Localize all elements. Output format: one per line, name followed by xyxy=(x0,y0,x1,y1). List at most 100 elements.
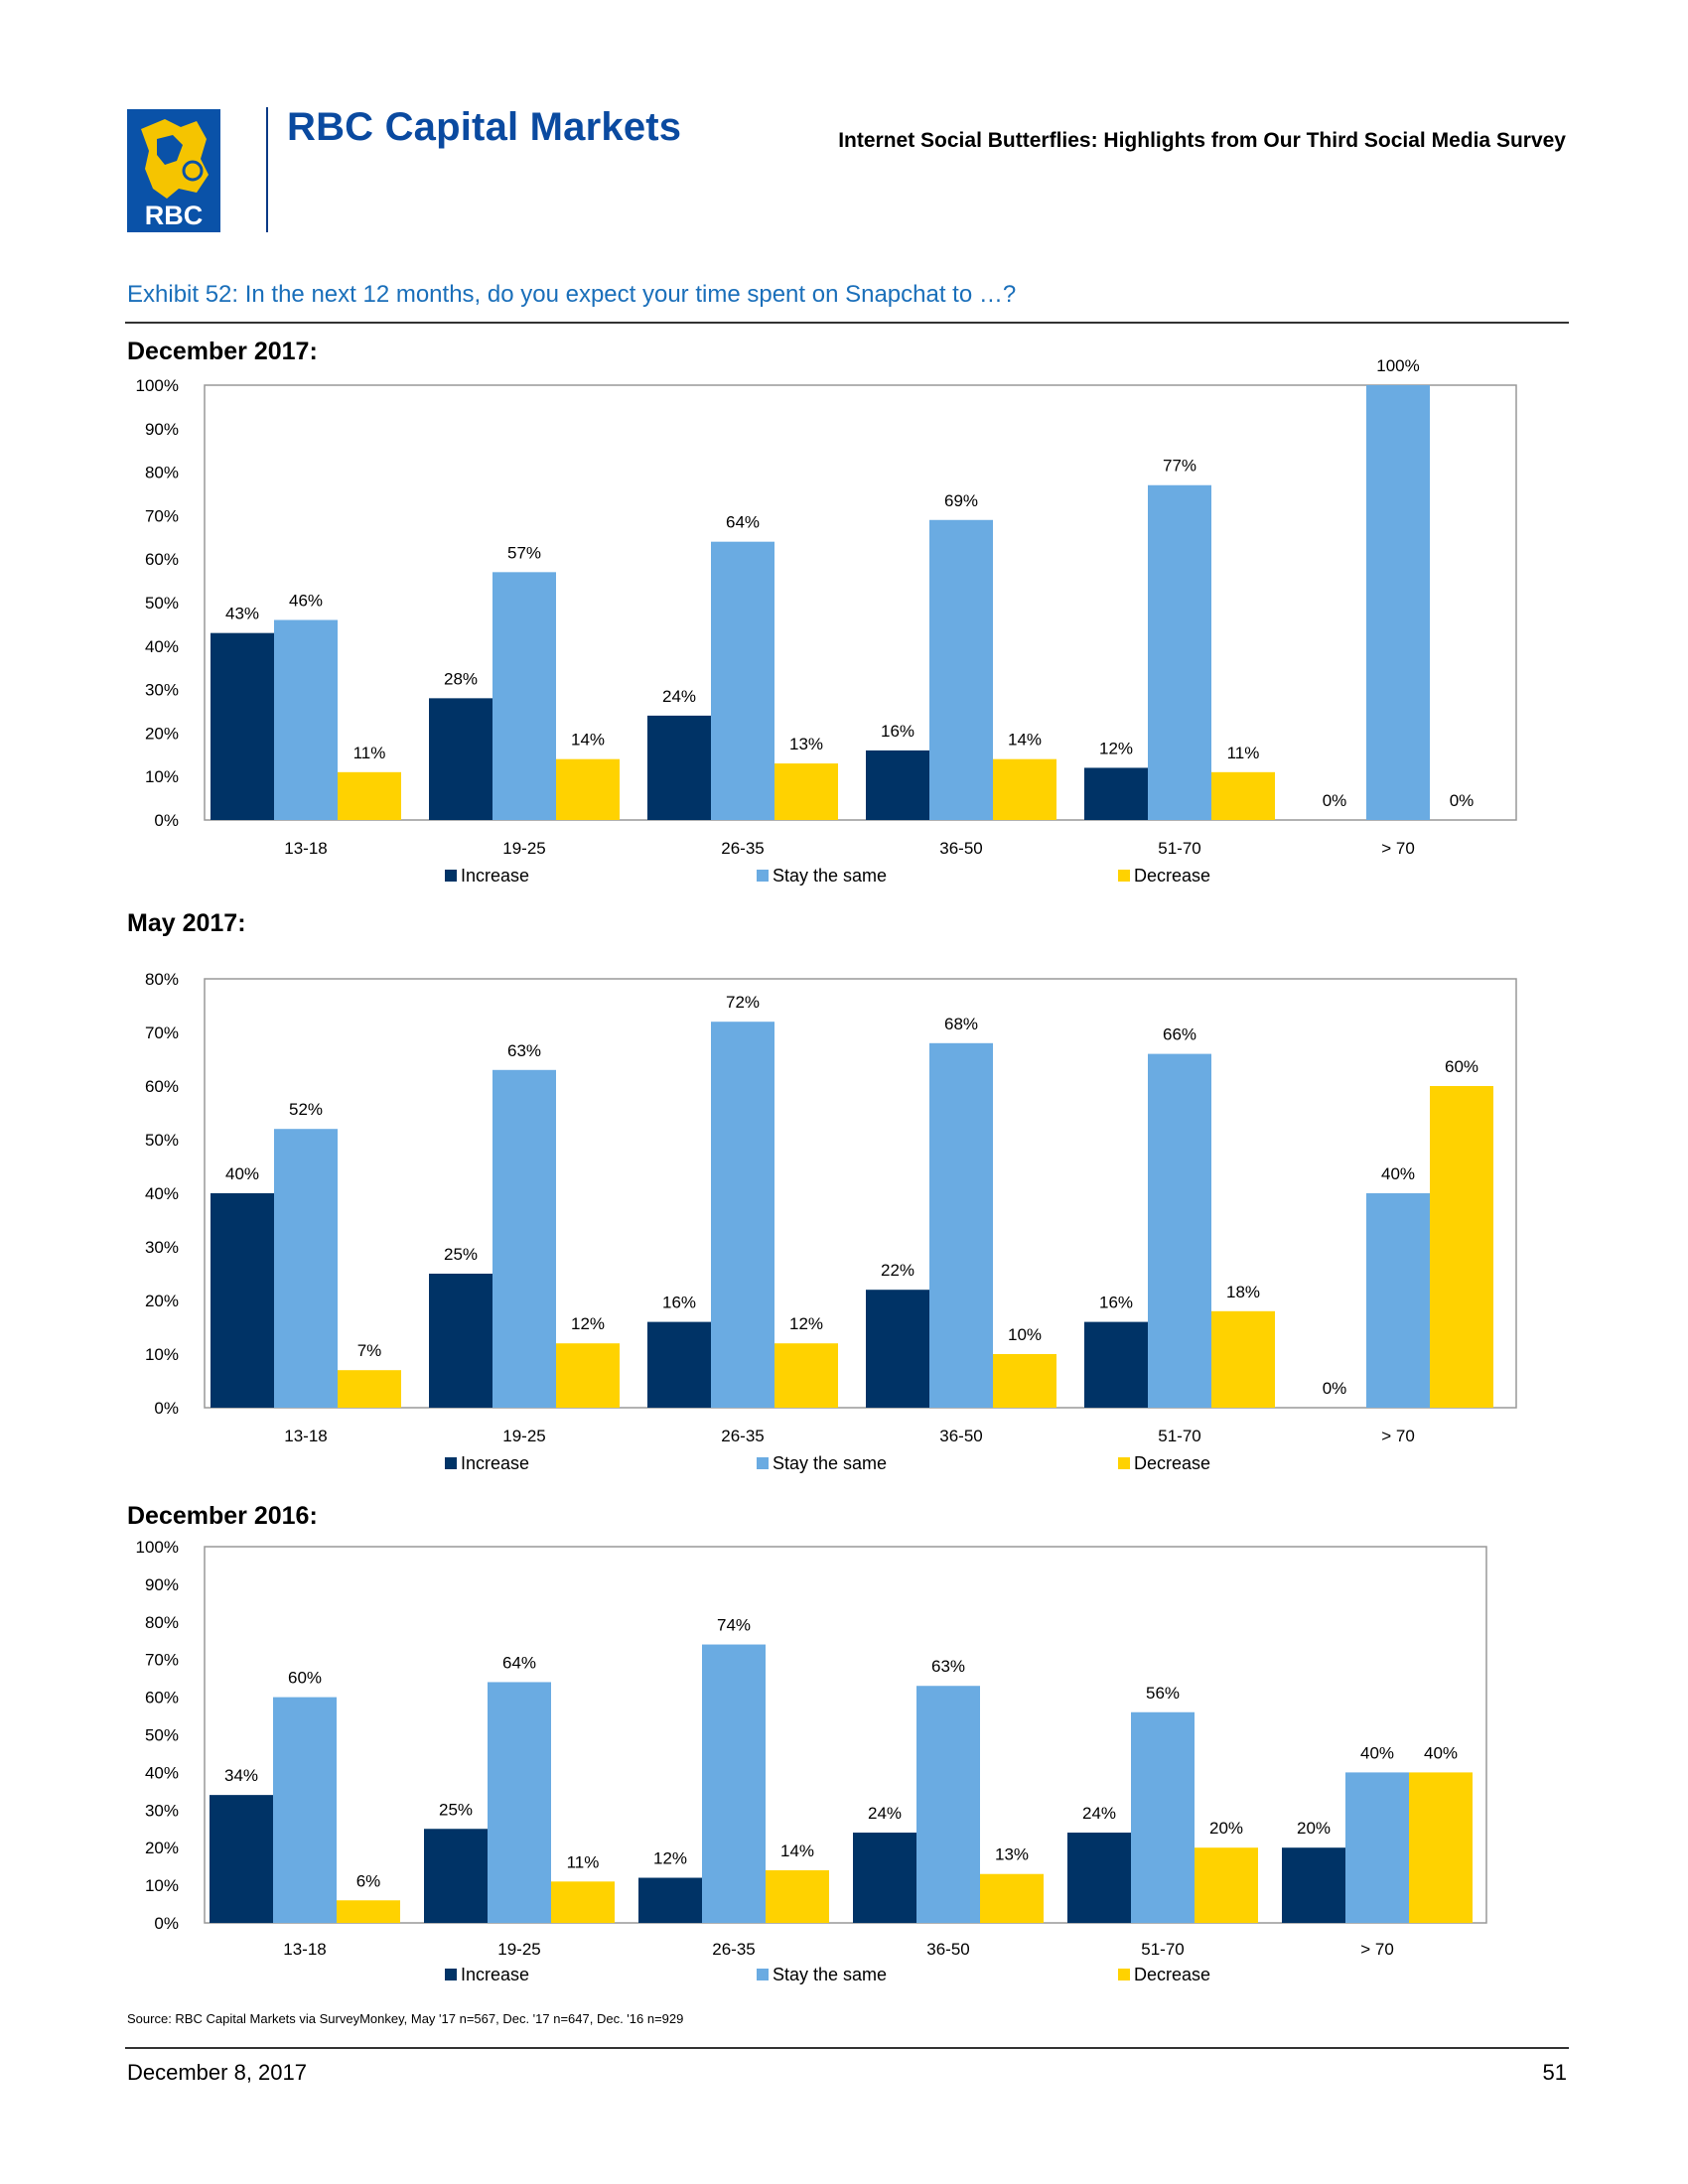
legend-swatch xyxy=(757,1457,769,1469)
y-tick-label: 0% xyxy=(154,811,179,830)
logo-text: RBC xyxy=(145,201,204,230)
data-label: 40% xyxy=(225,1164,259,1183)
y-tick-label: 20% xyxy=(145,1292,179,1310)
y-tick-label: 50% xyxy=(145,594,179,613)
legend-label: Stay the same xyxy=(773,1965,887,1984)
plot-area xyxy=(204,1546,1487,1924)
y-tick-label: 40% xyxy=(145,1763,179,1782)
data-label: 40% xyxy=(1424,1743,1458,1762)
category-label: 13-18 xyxy=(284,1427,327,1445)
page-number: 51 xyxy=(1542,2060,1567,2085)
data-label: 11% xyxy=(1227,744,1260,762)
data-label: 64% xyxy=(726,513,760,532)
y-tick-label: 10% xyxy=(145,1876,179,1895)
data-label: 10% xyxy=(1008,1325,1042,1344)
data-label: 11% xyxy=(567,1852,600,1871)
bar-increase xyxy=(647,715,711,820)
data-label: 28% xyxy=(444,669,478,688)
y-tick-label: 100% xyxy=(136,376,179,395)
bar-stay-the-same xyxy=(711,541,774,820)
category-label: 19-25 xyxy=(497,1940,540,1959)
bar-decrease xyxy=(337,1900,400,1923)
bar-increase xyxy=(211,632,274,820)
category-label: 51-70 xyxy=(1158,1427,1200,1445)
bar-decrease xyxy=(556,1343,620,1408)
data-label: 68% xyxy=(944,1015,978,1033)
bar-decrease xyxy=(766,1869,829,1923)
data-label: 69% xyxy=(944,491,978,510)
data-label: 14% xyxy=(780,1842,814,1860)
data-label: 11% xyxy=(353,744,386,762)
data-label: 12% xyxy=(653,1849,687,1868)
bar-decrease xyxy=(993,1354,1056,1408)
data-label: 57% xyxy=(507,543,541,562)
legend-swatch xyxy=(1118,870,1130,882)
category-label: 26-35 xyxy=(721,1427,764,1445)
y-tick-label: 80% xyxy=(145,464,179,482)
data-label: 12% xyxy=(1099,739,1133,757)
y-tick-label: 70% xyxy=(145,506,179,525)
data-label: 25% xyxy=(439,1800,473,1819)
category-label: 36-50 xyxy=(939,839,982,858)
bar-increase xyxy=(647,1321,711,1408)
bar-increase xyxy=(1084,767,1148,820)
category-label: 51-70 xyxy=(1141,1940,1184,1959)
legend-swatch xyxy=(757,870,769,882)
category-label: 13-18 xyxy=(283,1940,326,1959)
brand-name: RBC Capital Markets xyxy=(287,105,682,149)
plot-area xyxy=(204,384,1517,821)
bar-decrease xyxy=(993,758,1056,820)
legend-label: Decrease xyxy=(1134,866,1210,886)
rbc-logo: RBC xyxy=(127,109,220,232)
data-label: 12% xyxy=(789,1314,823,1333)
chart-may-2017: 0% 10% 20% 30% 40% 50% 60% 70% 80% 40% 52% 7% 13-18 2… xyxy=(145,970,1517,1473)
y-tick-label: 60% xyxy=(145,550,179,569)
y-tick-label: 40% xyxy=(145,637,179,656)
category-label: > 70 xyxy=(1381,839,1415,858)
bar-stay-the-same xyxy=(916,1686,980,1923)
data-label: 22% xyxy=(881,1261,914,1280)
y-tick-label: 30% xyxy=(145,1801,179,1820)
header-divider xyxy=(266,107,268,232)
chart-1-title: December 2017: xyxy=(127,338,318,365)
data-label: 20% xyxy=(1209,1819,1243,1838)
category-label: 26-35 xyxy=(721,839,764,858)
data-label: 66% xyxy=(1163,1025,1196,1044)
data-label: 60% xyxy=(288,1669,322,1688)
bar-stay-the-same xyxy=(492,572,556,820)
legend-swatch xyxy=(1118,1969,1130,1980)
data-label: 56% xyxy=(1146,1684,1180,1703)
bar-increase xyxy=(1067,1833,1131,1923)
y-tick-label: 80% xyxy=(145,1613,179,1632)
bar-decrease xyxy=(980,1873,1044,1923)
data-label: 16% xyxy=(881,722,914,741)
y-tick-label: 20% xyxy=(145,724,179,743)
bar-decrease xyxy=(1195,1847,1258,1923)
data-label: 16% xyxy=(662,1294,696,1312)
category-label: > 70 xyxy=(1360,1940,1394,1959)
y-tick-label: 50% xyxy=(145,1131,179,1150)
y-tick-label: 60% xyxy=(145,1077,179,1096)
data-label: 0% xyxy=(1323,1379,1347,1398)
y-tick-label: 70% xyxy=(145,1024,179,1042)
y-tick-label: 30% xyxy=(145,1238,179,1257)
y-tick-label: 90% xyxy=(145,1575,179,1594)
bar-stay-the-same xyxy=(1366,1193,1430,1408)
data-label: 40% xyxy=(1381,1164,1415,1183)
bar-stay-the-same xyxy=(929,519,993,820)
legend-swatch xyxy=(445,1457,457,1469)
footer-rule xyxy=(125,2047,1569,2049)
bar-decrease xyxy=(338,1370,401,1408)
data-label: 24% xyxy=(662,687,696,706)
y-tick-label: 40% xyxy=(145,1184,179,1203)
data-label: 63% xyxy=(931,1657,965,1676)
legend-swatch xyxy=(445,1969,457,1980)
bar-increase xyxy=(429,1274,492,1408)
bar-stay-the-same xyxy=(1366,385,1430,820)
plot-area xyxy=(204,978,1517,1409)
bar-decrease xyxy=(551,1881,615,1923)
y-tick-label: 30% xyxy=(145,681,179,700)
data-label: 34% xyxy=(224,1766,258,1785)
bar-stay-the-same xyxy=(1131,1711,1195,1923)
data-label: 77% xyxy=(1163,457,1196,476)
